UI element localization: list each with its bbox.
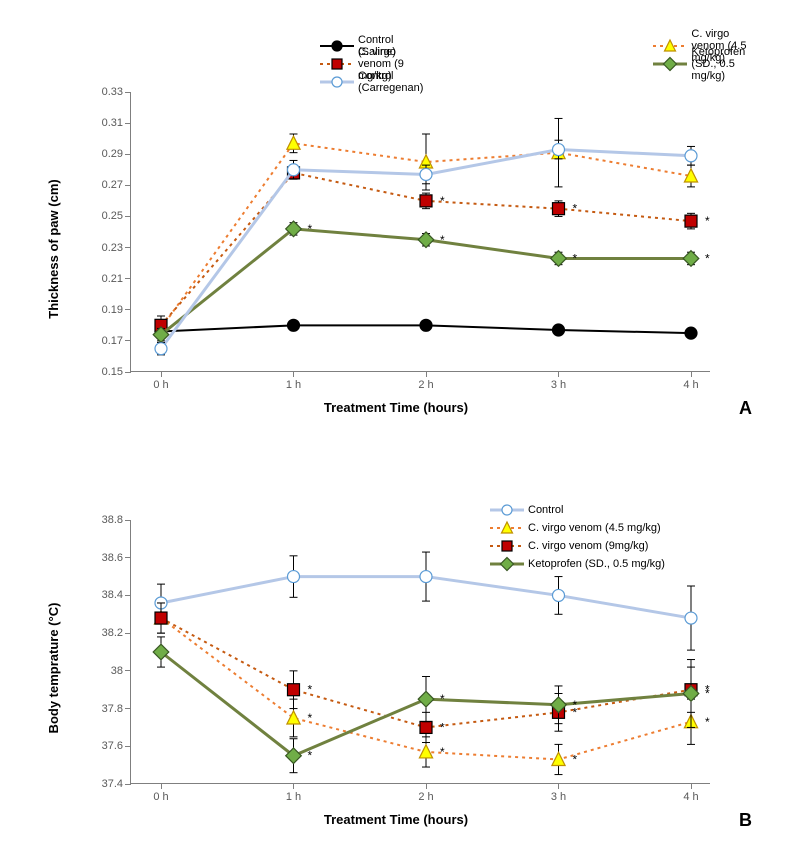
svg-text:*: *: [705, 686, 710, 700]
panel-label-b: B: [739, 810, 752, 831]
y-axis-title-b: Body temprature (°C): [46, 603, 61, 734]
y-tick-label: 0.31: [102, 117, 123, 129]
x-axis-title-a: Treatment Time (hours): [324, 400, 468, 415]
y-tick-label: 0.29: [102, 148, 123, 160]
x-tick-label: 2 h: [418, 379, 433, 391]
legend-item: C. virgo venom (9mg/kg): [490, 538, 665, 554]
svg-text:*: *: [440, 194, 445, 208]
legend-label: Ketoprofen (SD., 0.5 mg/kg): [691, 46, 752, 82]
svg-text:*: *: [573, 698, 578, 712]
svg-text:*: *: [308, 749, 313, 763]
plot-area-a: ******* 0.150.170.190.210.230.250.270.29…: [130, 92, 710, 372]
figure-container: Thickness of paw (cm) * * * * * * * 0.15 0.17 0.…: [0, 0, 800, 853]
x-tick-label: 2 h: [418, 791, 433, 803]
x-axis-title-b: Treatment Time (hours): [324, 812, 468, 827]
y-tick-label: 0.15: [102, 366, 123, 378]
svg-text:*: *: [308, 683, 313, 697]
y-tick-label: 38.2: [102, 627, 123, 639]
svg-text:*: *: [308, 711, 313, 725]
svg-text:*: *: [440, 692, 445, 706]
y-tick-label: 0.23: [102, 242, 123, 254]
y-tick-label: 37.4: [102, 778, 123, 790]
y-tick-label: 37.6: [102, 740, 123, 752]
svg-text:*: *: [705, 214, 710, 228]
y-tick-label: 37.8: [102, 703, 123, 715]
legend-label: C. virgo venom (9mg/kg): [528, 540, 648, 552]
svg-text:*: *: [573, 251, 578, 265]
x-tick-label: 3 h: [551, 791, 566, 803]
svg-text:*: *: [573, 202, 578, 216]
legend-item: Control (Carregenan): [320, 74, 423, 90]
x-tick-label: 4 h: [683, 379, 698, 391]
svg-text:*: *: [705, 715, 710, 729]
legend-item: C. virgo venom (4.5 mg/kg): [490, 520, 665, 536]
legend-label: Control: [528, 504, 563, 516]
svg-text:*: *: [705, 251, 710, 265]
y-tick-label: 38.4: [102, 589, 123, 601]
y-tick-label: 0.19: [102, 304, 123, 316]
chart-panel-a: Thickness of paw (cm) * * * * * * * 0.15 0.17 0.…: [40, 30, 752, 428]
x-tick-label: 1 h: [286, 791, 301, 803]
x-tick-label: 4 h: [683, 791, 698, 803]
y-tick-label: 0.25: [102, 210, 123, 222]
x-tick-label: 0 h: [153, 379, 168, 391]
svg-text:*: *: [440, 720, 445, 734]
chart-panel-b: Body temprature (°C) ************ 37.437…: [40, 458, 752, 840]
legend-item: Ketoprofen (SD., 0.5 mg/kg): [653, 56, 752, 72]
x-tick-label: 1 h: [286, 379, 301, 391]
legend-item: Ketoprofen (SD., 0.5 mg/kg): [490, 556, 665, 572]
svg-text:*: *: [573, 752, 578, 766]
chart-svg-a: * * * * * * *: [131, 92, 711, 372]
legend-item: Control: [490, 502, 665, 518]
y-tick-label: 0.33: [102, 86, 123, 98]
y-tick-label: 38: [111, 665, 123, 677]
svg-text:*: *: [440, 745, 445, 759]
legend-label: Control (Carregenan): [358, 70, 423, 94]
y-tick-label: 0.21: [102, 273, 123, 285]
legend-label: C. virgo venom (4.5 mg/kg): [528, 522, 661, 534]
x-tick-label: 0 h: [153, 791, 168, 803]
legend-a: Control (Saline) C. virgo venom (9 mg/kg…: [320, 38, 752, 92]
svg-text:*: *: [308, 222, 313, 236]
y-tick-label: 38.8: [102, 514, 123, 526]
legend-b: Control C. virgo venom (4.5 mg/kg) C. virg…: [490, 502, 665, 574]
y-tick-label: 38.6: [102, 552, 123, 564]
y-tick-label: 0.17: [102, 335, 123, 347]
svg-text:*: *: [440, 233, 445, 247]
panel-label-a: A: [739, 398, 752, 419]
legend-label: Ketoprofen (SD., 0.5 mg/kg): [528, 558, 665, 570]
y-tick-label: 0.27: [102, 179, 123, 191]
y-axis-title-a: Thickness of paw (cm): [46, 179, 61, 318]
x-tick-label: 3 h: [551, 379, 566, 391]
